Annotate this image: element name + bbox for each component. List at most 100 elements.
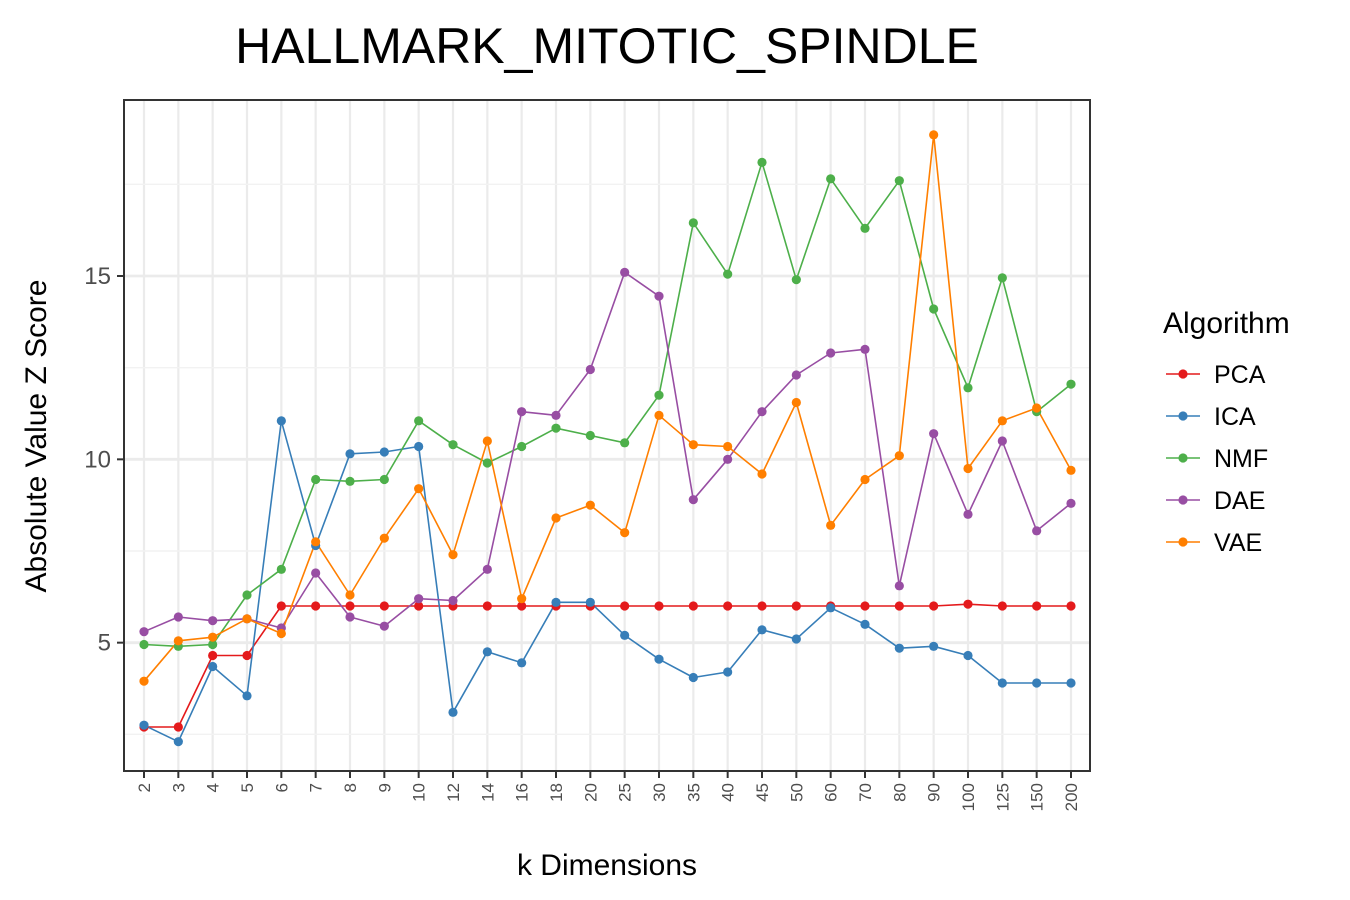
legend-marker	[1178, 411, 1188, 421]
data-point-vae	[517, 594, 527, 604]
data-point-ica	[1032, 678, 1042, 688]
data-point-vae	[894, 451, 904, 461]
data-point-vae	[1066, 465, 1076, 475]
data-point-dae	[826, 348, 836, 358]
data-point-nmf	[654, 390, 664, 400]
data-point-vae	[929, 130, 939, 140]
data-point-nmf	[517, 441, 527, 452]
data-point-dae	[208, 616, 218, 626]
data-point-dae	[311, 568, 321, 578]
x-axis-title: k Dimensions	[517, 849, 697, 882]
y-axis: 5 10 15	[84, 263, 124, 657]
data-point-vae	[757, 469, 767, 479]
data-point-pca	[517, 601, 527, 611]
x-tick-label: 5	[238, 783, 257, 792]
data-point-ica	[414, 441, 424, 452]
data-point-nmf	[826, 174, 836, 184]
data-point-nmf	[414, 416, 424, 426]
data-point-ica	[654, 654, 664, 664]
data-point-dae	[860, 344, 870, 354]
data-point-pca	[894, 601, 904, 611]
x-tick-label: 150	[1028, 783, 1047, 811]
data-point-dae	[448, 595, 458, 606]
data-point-vae	[311, 537, 321, 547]
data-point-dae	[379, 621, 389, 631]
legend-label: ICA	[1214, 403, 1256, 431]
data-point-nmf	[208, 639, 218, 650]
data-point-pca	[688, 601, 698, 611]
data-point-ica	[173, 737, 183, 747]
y-tick-label: 15	[84, 263, 111, 290]
x-tick-label: 7	[307, 783, 326, 792]
data-point-nmf	[139, 639, 149, 650]
data-point-ica	[826, 603, 836, 613]
legend-item-pca: PCA	[1166, 361, 1266, 389]
data-point-nmf	[860, 223, 870, 233]
x-tick-label: 60	[822, 783, 841, 802]
data-point-ica	[860, 619, 870, 629]
x-tick-label: 30	[650, 783, 669, 802]
data-point-vae	[208, 632, 218, 642]
data-point-nmf	[620, 438, 630, 448]
data-point-pca	[791, 601, 801, 611]
x-tick-label: 50	[787, 783, 806, 802]
data-point-pca	[620, 601, 630, 611]
data-point-nmf	[1066, 379, 1076, 389]
x-tick-label: 12	[444, 783, 463, 802]
data-point-pca	[963, 599, 973, 609]
data-point-nmf	[242, 590, 252, 600]
data-point-dae	[139, 627, 149, 637]
x-tick-label: 3	[169, 783, 188, 792]
data-point-ica	[345, 449, 355, 459]
data-point-dae	[723, 454, 733, 464]
data-point-pca	[723, 601, 733, 611]
data-point-nmf	[757, 157, 767, 167]
x-tick-label: 35	[684, 783, 703, 802]
data-point-nmf	[379, 474, 389, 485]
legend-marker	[1178, 453, 1188, 463]
data-point-vae	[860, 474, 870, 485]
x-tick-label: 70	[856, 783, 875, 802]
data-point-dae	[585, 364, 595, 375]
data-point-dae	[688, 495, 698, 505]
data-point-vae	[414, 484, 424, 494]
legend-marker	[1178, 369, 1188, 379]
data-point-pca	[1032, 601, 1042, 611]
data-point-vae	[379, 533, 389, 543]
data-point-nmf	[997, 273, 1007, 283]
data-point-dae	[894, 581, 904, 591]
data-point-ica	[276, 416, 286, 426]
series-line-dae	[143, 271, 1072, 633]
data-point-vae	[723, 441, 733, 452]
x-tick-label: 80	[890, 783, 909, 802]
data-point-ica	[242, 691, 252, 701]
data-point-nmf	[894, 176, 904, 186]
data-point-vae	[826, 520, 836, 530]
data-point-nmf	[791, 275, 801, 285]
data-point-dae	[1032, 526, 1042, 536]
data-point-dae	[997, 436, 1007, 446]
data-point-pca	[414, 601, 424, 611]
legend-marker	[1178, 537, 1188, 547]
plot-border	[123, 99, 1091, 772]
y-axis-title: Absolute Value Z Score	[20, 280, 53, 593]
data-point-pca	[482, 601, 492, 611]
x-tick-label: 14	[478, 783, 497, 802]
data-point-dae	[517, 407, 527, 417]
data-point-dae	[173, 612, 183, 622]
data-point-ica	[139, 720, 149, 730]
data-point-vae	[791, 397, 801, 408]
data-point-ica	[448, 707, 458, 717]
series-line-nmf	[143, 161, 1072, 648]
data-point-nmf	[723, 269, 733, 279]
data-point-nmf	[345, 476, 355, 486]
legend-label: DAE	[1214, 487, 1265, 515]
data-point-vae	[173, 636, 183, 646]
legend-label: PCA	[1214, 361, 1266, 389]
data-point-dae	[963, 509, 973, 519]
series-points-vae	[139, 130, 1076, 686]
x-tick-label: 25	[616, 783, 635, 802]
data-point-nmf	[929, 304, 939, 314]
x-tick-label: 6	[272, 783, 291, 792]
data-point-ica	[517, 658, 527, 668]
